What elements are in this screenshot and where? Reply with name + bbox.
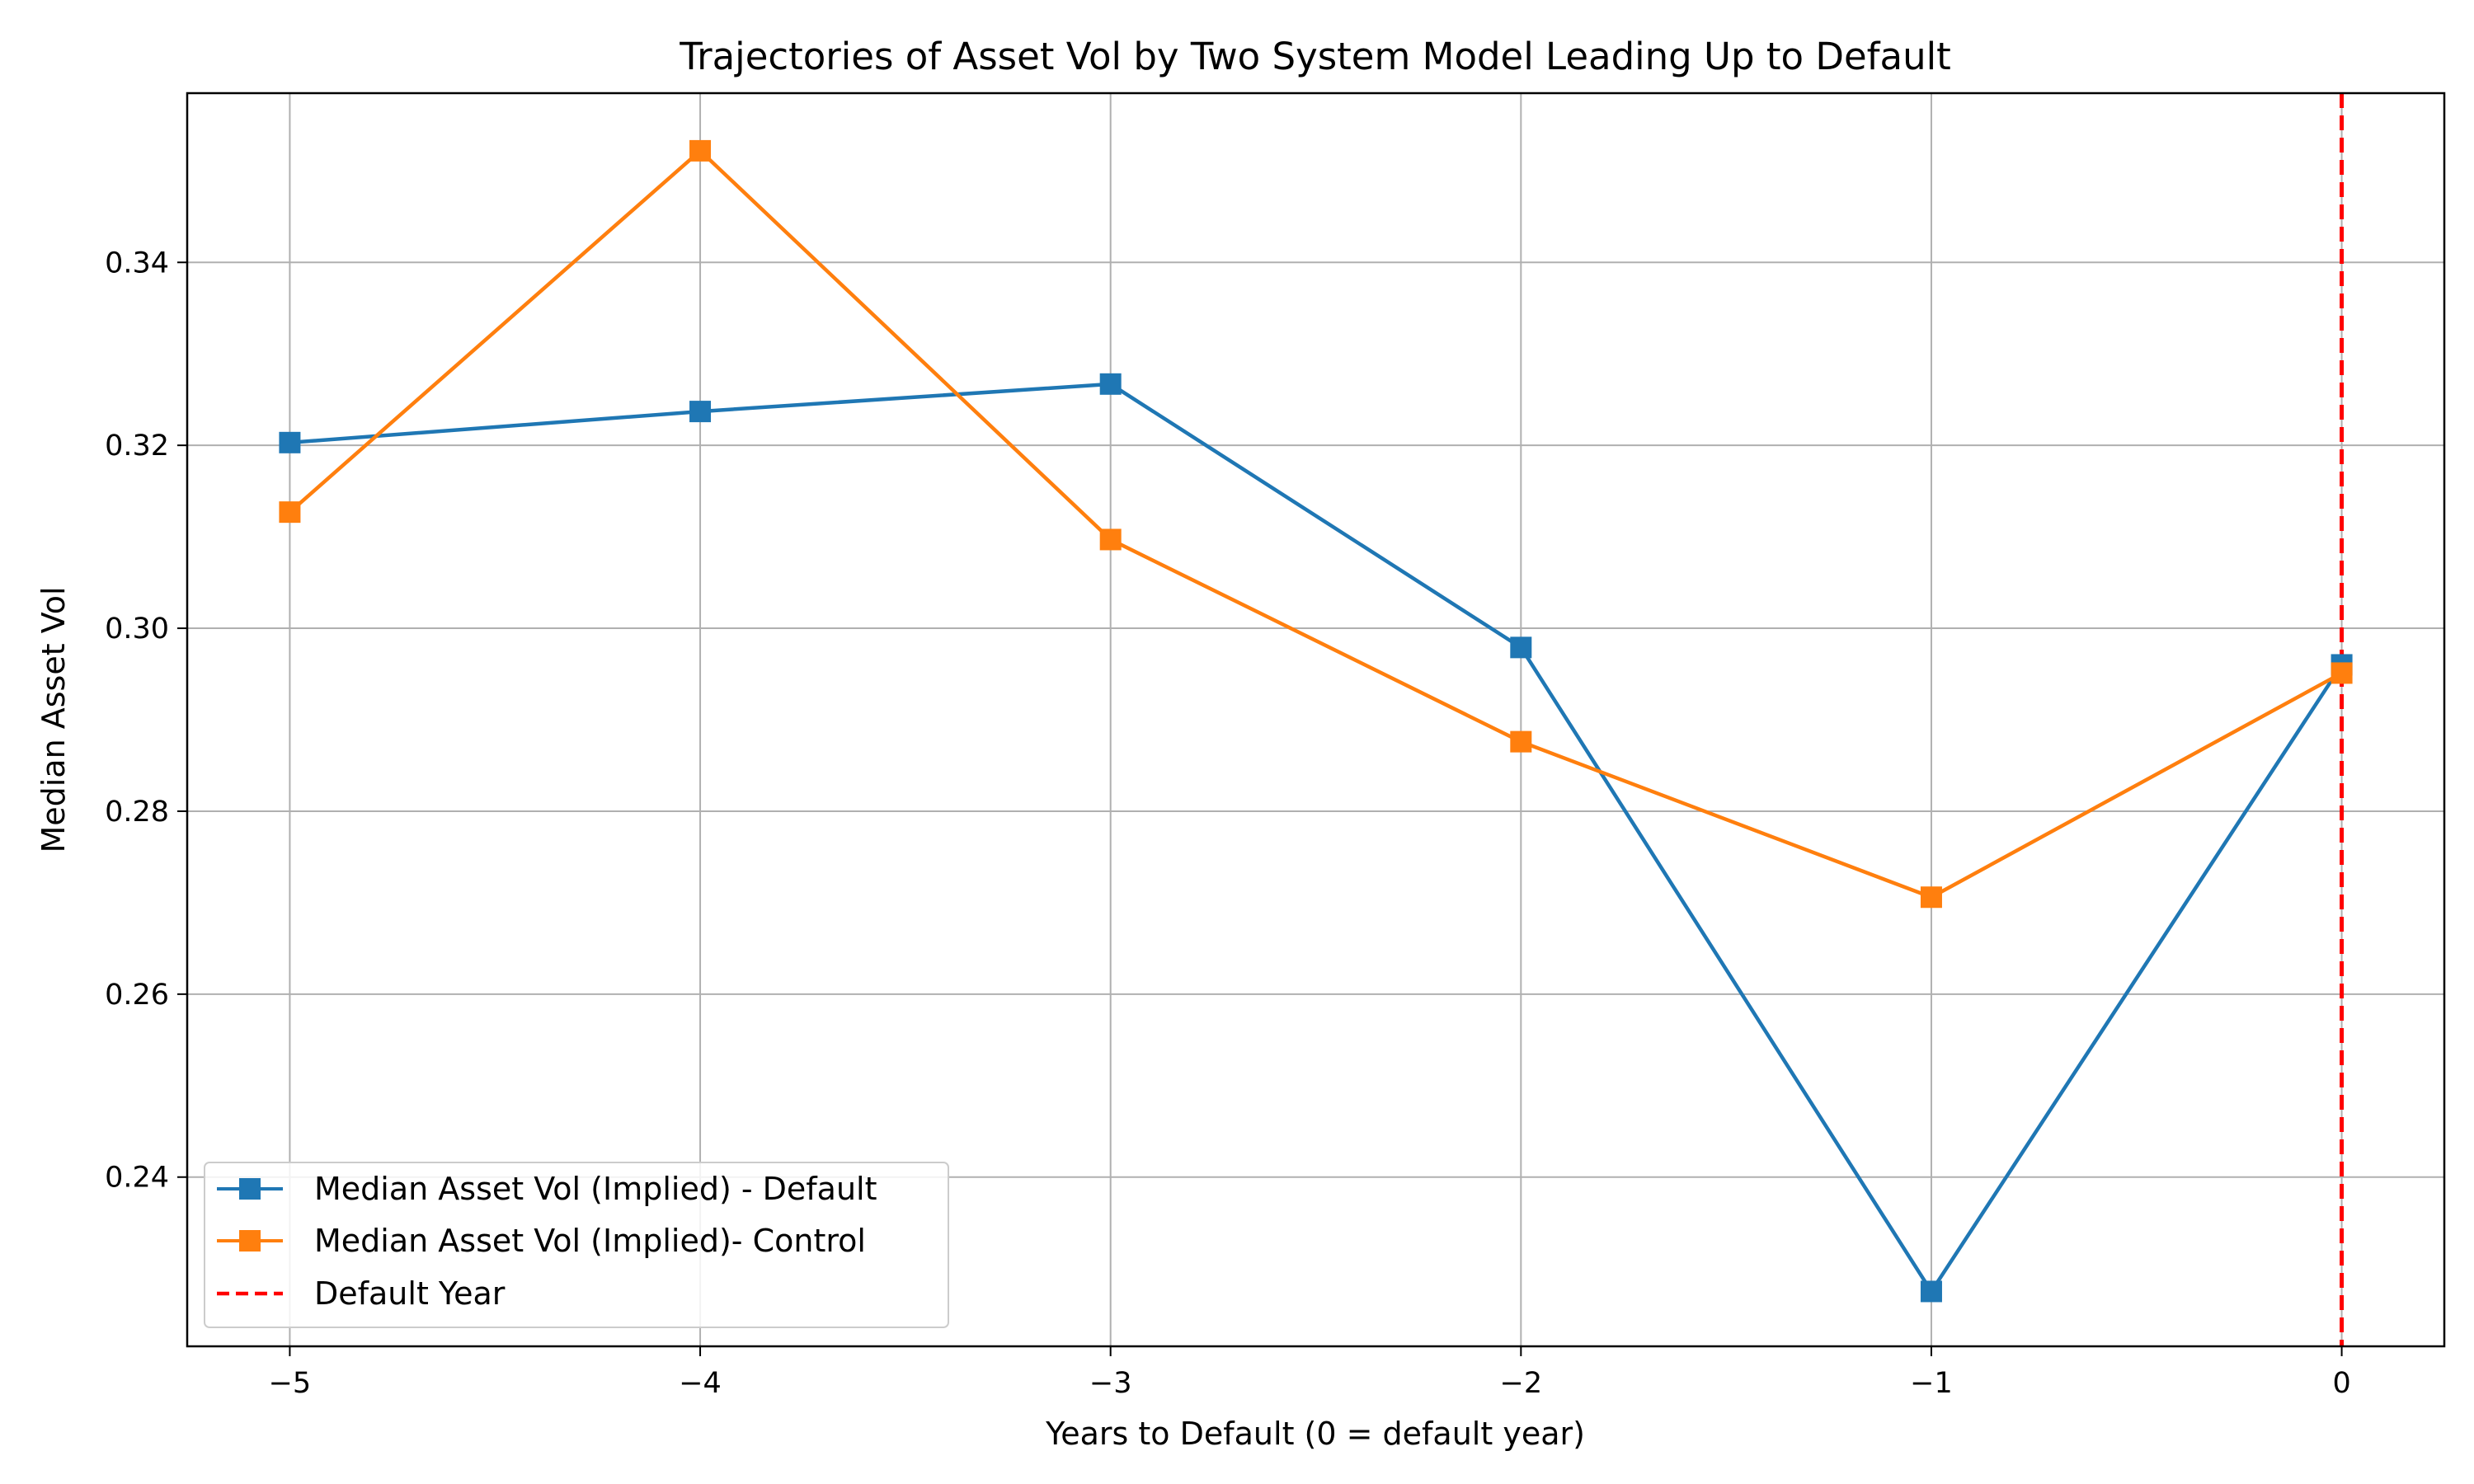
data-point-default — [1099, 373, 1122, 395]
legend-marker-default — [239, 1178, 261, 1200]
series-control — [279, 139, 2353, 909]
data-point-control — [1510, 730, 1532, 753]
data-point-control — [1920, 886, 1942, 909]
y-tick-label: 0.32 — [105, 430, 169, 463]
data-point-control — [689, 139, 712, 162]
series-default — [279, 373, 2353, 1303]
x-tick-label: −2 — [1500, 1367, 1543, 1400]
y-tick-label: 0.34 — [105, 247, 169, 279]
y-tick-label: 0.24 — [105, 1162, 169, 1195]
legend-box — [204, 1162, 949, 1328]
x-tick-label: 0 — [2332, 1367, 2350, 1400]
legend: Median Asset Vol (Implied) - Default Med… — [204, 1162, 949, 1328]
x-axis-label: Years to Default (0 = default year) — [1045, 1416, 1585, 1452]
x-tick-label: −5 — [269, 1367, 312, 1400]
data-point-default — [1510, 636, 1532, 659]
data-point-default — [689, 401, 712, 423]
legend-label-control: Median Asset Vol (Implied)- Control — [314, 1223, 866, 1259]
chart-title: Trajectories of Asset Vol by Two System … — [679, 35, 1951, 78]
legend-marker-control — [239, 1230, 261, 1252]
legend-label-default: Median Asset Vol (Implied) - Default — [314, 1171, 877, 1207]
y-tick-label: 0.30 — [105, 613, 169, 646]
grid-lines — [187, 93, 2444, 1346]
axis-ticks: −5 −4 −3 −2 −1 0 0.24 0.26 0.28 0.30 0.32 0.34 — [105, 247, 2351, 1400]
x-tick-label: −4 — [679, 1367, 722, 1400]
x-tick-label: −3 — [1089, 1367, 1132, 1400]
data-point-control — [279, 501, 301, 524]
y-axis-label: Median Asset Vol — [35, 586, 72, 852]
series-layer — [279, 139, 2353, 1303]
data-point-default — [1920, 1280, 1942, 1303]
data-point-default — [279, 431, 301, 453]
y-tick-label: 0.28 — [105, 796, 169, 829]
data-point-control — [2331, 662, 2353, 684]
x-tick-label: −1 — [1910, 1367, 1953, 1400]
data-point-control — [1099, 528, 1122, 551]
plot-frame — [186, 92, 2446, 1348]
series-line-control — [288, 148, 2343, 899]
series-line-default — [289, 382, 2344, 1294]
legend-label-default-year: Default Year — [314, 1275, 506, 1312]
y-tick-label: 0.26 — [105, 979, 169, 1012]
